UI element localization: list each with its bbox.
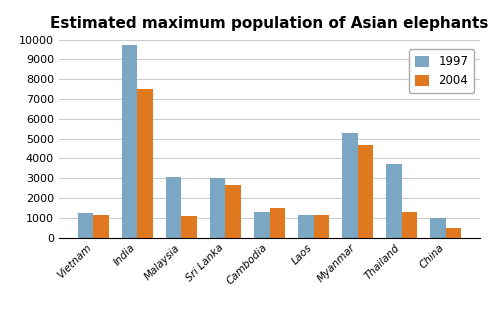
Bar <box>137 89 153 238</box>
Bar <box>270 208 285 238</box>
Bar <box>298 215 314 238</box>
Bar <box>358 145 373 238</box>
Bar <box>181 216 197 238</box>
Bar <box>210 178 225 238</box>
Bar <box>166 177 181 238</box>
Bar <box>78 213 94 238</box>
Bar <box>254 212 270 238</box>
Bar <box>225 185 241 238</box>
Bar <box>342 133 358 238</box>
Bar <box>445 228 461 238</box>
Bar <box>314 215 329 238</box>
Title: Estimated maximum population of Asian elephants: Estimated maximum population of Asian el… <box>50 16 489 31</box>
Bar <box>402 212 417 238</box>
Bar <box>122 45 137 238</box>
Legend: 1997, 2004: 1997, 2004 <box>409 50 474 93</box>
Bar <box>94 215 109 238</box>
Bar <box>386 164 402 238</box>
Bar <box>430 218 445 238</box>
